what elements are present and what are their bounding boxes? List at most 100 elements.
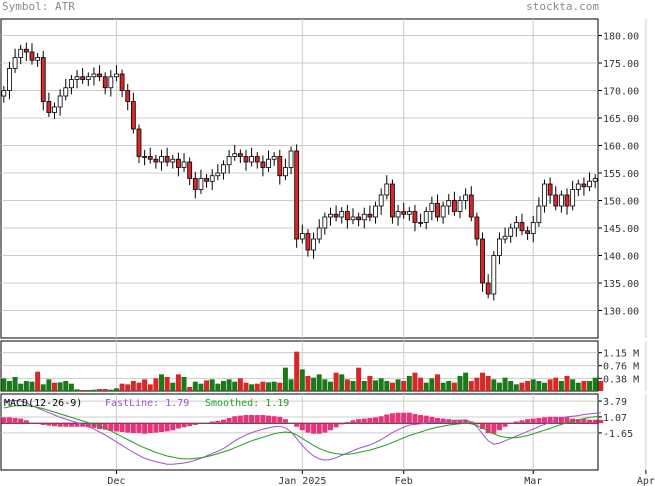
macd-histogram-bar — [418, 415, 424, 424]
macd-histogram-bar — [181, 423, 187, 428]
macd-histogram-bar — [299, 423, 305, 431]
volume-bar — [119, 383, 125, 391]
macd-histogram-bar — [378, 416, 384, 424]
candle-body — [29, 51, 35, 61]
volume-panel: 1.15 M 0.76 M0.38 M — [0, 340, 647, 392]
macd-histogram-bar — [91, 423, 97, 428]
macd-fast-legend: FastLine: 1.79 — [105, 398, 189, 409]
candle-body — [226, 156, 232, 166]
candle-body — [547, 183, 553, 196]
macd-histogram-bar — [536, 417, 542, 424]
volume-bar — [97, 389, 103, 391]
volume-bar — [541, 382, 547, 391]
macd-histogram-bar — [108, 423, 114, 431]
macd-histogram-bar — [440, 418, 446, 424]
candle-body — [260, 161, 266, 168]
candle-body — [322, 216, 328, 229]
macd-tick-label: 3.79 — [603, 397, 627, 408]
candle-body — [102, 76, 108, 89]
candle-body — [316, 227, 322, 240]
macd-histogram-bar — [232, 416, 238, 424]
candle-body — [418, 222, 423, 224]
candle-body — [243, 156, 249, 163]
volume-bar — [570, 379, 576, 391]
volume-bar — [175, 374, 181, 391]
candle-body — [497, 238, 502, 256]
volume-bar — [282, 367, 288, 391]
macd-histogram-bar — [389, 413, 395, 424]
volume-bar — [434, 374, 440, 391]
volume-bar — [350, 381, 356, 391]
candle-body — [266, 158, 271, 168]
macd-histogram-bar — [423, 415, 429, 424]
volume-bar — [457, 376, 463, 391]
macd-histogram-bar — [136, 423, 142, 434]
volume-bar — [401, 381, 407, 391]
volume-bar — [463, 372, 469, 391]
macd-histogram-bar — [406, 412, 412, 424]
volume-tick-label: 0.76 M — [603, 362, 639, 373]
candle-body — [542, 183, 547, 207]
volume-bar — [592, 377, 598, 391]
volume-bar — [327, 381, 333, 391]
volume-bar — [187, 387, 193, 391]
candle-body — [491, 255, 497, 295]
candle-body — [328, 213, 333, 218]
candle-body — [288, 150, 294, 168]
volume-bar — [288, 379, 294, 391]
x-tick-label: Mar — [524, 476, 542, 486]
macd-histogram-bar — [474, 423, 480, 425]
volume-bar — [502, 377, 508, 391]
macd-histogram-bar — [85, 423, 91, 428]
volume-bar — [23, 381, 29, 391]
candle-body — [406, 211, 412, 215]
macd-histogram-bar — [266, 415, 272, 424]
candle-body — [367, 213, 373, 218]
macd-histogram-bar — [243, 415, 249, 424]
volume-bar — [209, 379, 215, 391]
candle-body — [468, 194, 474, 218]
macd-histogram-bar — [598, 419, 604, 424]
candle-body — [553, 194, 559, 207]
price-tick-label: 145.00 — [603, 224, 639, 235]
volume-bar — [74, 389, 80, 391]
candle-body — [97, 73, 102, 78]
macd-histogram-bar — [502, 423, 508, 427]
volume-bar — [260, 381, 266, 391]
volume-bar — [29, 381, 35, 391]
candle-body — [46, 101, 52, 113]
macd-histogram-bar — [587, 419, 593, 424]
volume-bar — [237, 378, 243, 391]
macd-histogram-bar — [277, 416, 283, 424]
candle-body — [142, 156, 148, 158]
volume-bar — [406, 376, 412, 391]
candle-body — [277, 156, 283, 177]
candle-body — [181, 161, 187, 168]
macd-histogram-bar — [367, 417, 373, 424]
volume-bar — [553, 377, 559, 391]
volume-bar — [80, 390, 86, 391]
candle-body — [513, 222, 519, 229]
volume-bar — [52, 382, 58, 391]
candle-body — [35, 57, 41, 61]
candle-body — [192, 178, 198, 190]
macd-histogram-bar — [215, 420, 221, 424]
volume-bar — [130, 381, 136, 391]
macd-histogram-bar — [6, 417, 12, 424]
candle-body — [390, 183, 395, 218]
macd-histogram-bar — [485, 423, 491, 434]
macd-histogram-bar — [271, 416, 277, 424]
candle-body — [378, 194, 384, 207]
volume-bar — [564, 376, 570, 391]
macd-histogram-bar — [249, 415, 255, 424]
macd-panel: 3.79 1.07 -1.65 MACD(12-26-9) FastLine: 1.79… — [0, 393, 647, 471]
macd-histogram-bar — [57, 423, 63, 427]
candle-body — [592, 178, 598, 182]
candle-body — [159, 156, 164, 163]
macd-histogram-bar — [525, 419, 531, 424]
candle-body — [18, 48, 24, 58]
volume-bar — [485, 376, 491, 391]
candle-body — [209, 175, 215, 182]
